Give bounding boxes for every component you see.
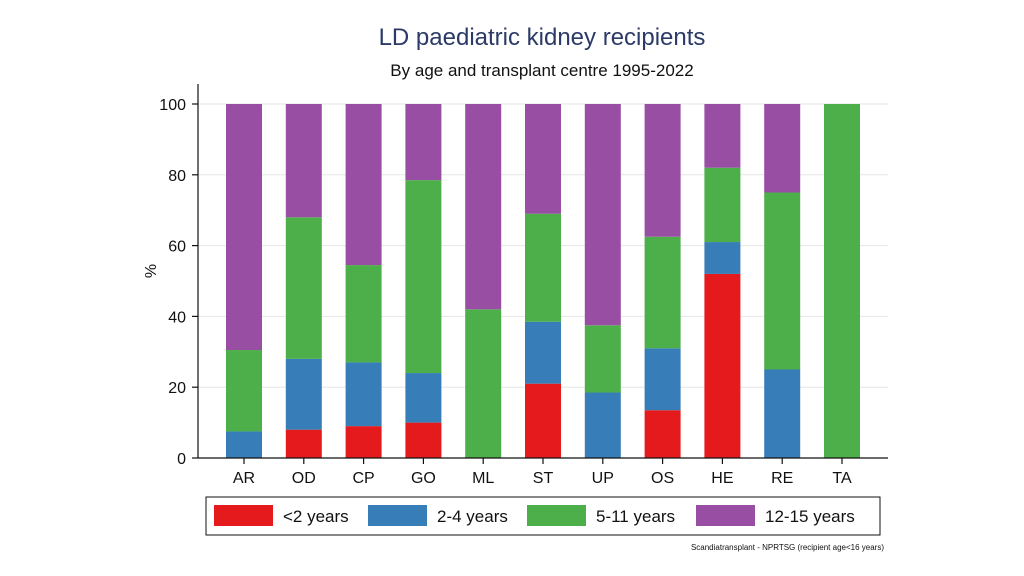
bar-os-series-2 [644, 236, 681, 349]
y-tick-label: 0 [177, 451, 186, 468]
bar-he-series-1 [704, 242, 741, 274]
bar-he-series-3 [704, 104, 741, 168]
x-tick-label: UP [592, 470, 614, 487]
chart-title: LD paediatric kidney recipients [379, 24, 706, 51]
bar-ar-series-1 [226, 431, 262, 458]
legend-swatch [696, 505, 755, 526]
y-ticks: 0 20 40 60 80 100 [159, 97, 198, 468]
bar-re-series-1 [764, 369, 801, 458]
bar-ar-series-3 [226, 104, 262, 351]
bar-cp-series-1 [345, 362, 382, 427]
bar-od-series-1 [285, 358, 322, 430]
x-tick-label: HE [711, 470, 733, 487]
bar-os-series-0 [644, 410, 681, 458]
bar-go-series-0 [405, 422, 442, 458]
x-tick-label: GO [411, 470, 436, 487]
x-tick-label: OD [292, 470, 316, 487]
bar-he-series-2 [704, 167, 741, 243]
bar-od-series-2 [285, 217, 322, 359]
bar-os-series-3 [644, 104, 681, 237]
x-tick-label: AR [233, 470, 255, 487]
bar-up-series-2 [584, 325, 621, 393]
bar-od-series-3 [285, 104, 322, 218]
source-footnote: Scandiatransplant - NPRTSG (recipient ag… [691, 543, 884, 552]
bar-ta-series-2 [824, 104, 860, 458]
y-tick-label: 60 [168, 239, 186, 256]
legend-label: 5-11 years [596, 507, 675, 526]
bar-st-series-1 [525, 321, 561, 384]
y-tick-label: 20 [168, 380, 186, 397]
bar-go-series-3 [405, 104, 442, 181]
bar-od-series-0 [285, 429, 322, 458]
y-tick-label: 80 [168, 168, 186, 185]
x-tick-label: ST [533, 470, 554, 487]
legend-swatch [527, 505, 586, 526]
legend-label: 2-4 years [437, 507, 508, 526]
y-tick-label: 40 [168, 309, 186, 326]
x-ticks: AR OD CP GO ML ST UP OS HE RE TA [233, 458, 852, 487]
bar-os-series-1 [644, 348, 681, 411]
bar-up-series-3 [584, 104, 621, 326]
bar-st-series-0 [525, 383, 561, 458]
bar-he-series-0 [704, 273, 741, 458]
x-tick-label: TA [832, 470, 852, 487]
bar-cp-series-0 [345, 426, 382, 458]
bar-ar-series-2 [226, 350, 262, 432]
bar-go-series-1 [405, 373, 442, 423]
x-tick-label: OS [651, 470, 674, 487]
y-tick-label: 100 [159, 97, 186, 114]
bar-cp-series-3 [345, 104, 382, 266]
bar-ml-series-2 [465, 309, 502, 458]
bar-re-series-3 [764, 104, 801, 193]
bar-re-series-2 [764, 192, 801, 370]
legend: <2 years 2-4 years 5-11 years 12-15 years [205, 496, 881, 536]
x-tick-label: ML [472, 470, 494, 487]
bars [226, 104, 860, 458]
bar-st-series-2 [525, 213, 561, 322]
bar-cp-series-2 [345, 265, 382, 363]
legend-swatch [368, 505, 427, 526]
bar-st-series-3 [525, 104, 561, 214]
y-axis-label: % [143, 264, 160, 278]
bar-up-series-1 [584, 392, 621, 458]
legend-swatch [214, 505, 273, 526]
x-tick-label: RE [771, 470, 793, 487]
bar-go-series-2 [405, 180, 442, 374]
legend-label: 12-15 years [765, 507, 855, 526]
x-tick-label: CP [352, 470, 374, 487]
chart-subtitle: By age and transplant centre 1995-2022 [390, 61, 693, 80]
legend-label: <2 years [283, 507, 349, 526]
bar-ml-series-3 [465, 104, 502, 310]
